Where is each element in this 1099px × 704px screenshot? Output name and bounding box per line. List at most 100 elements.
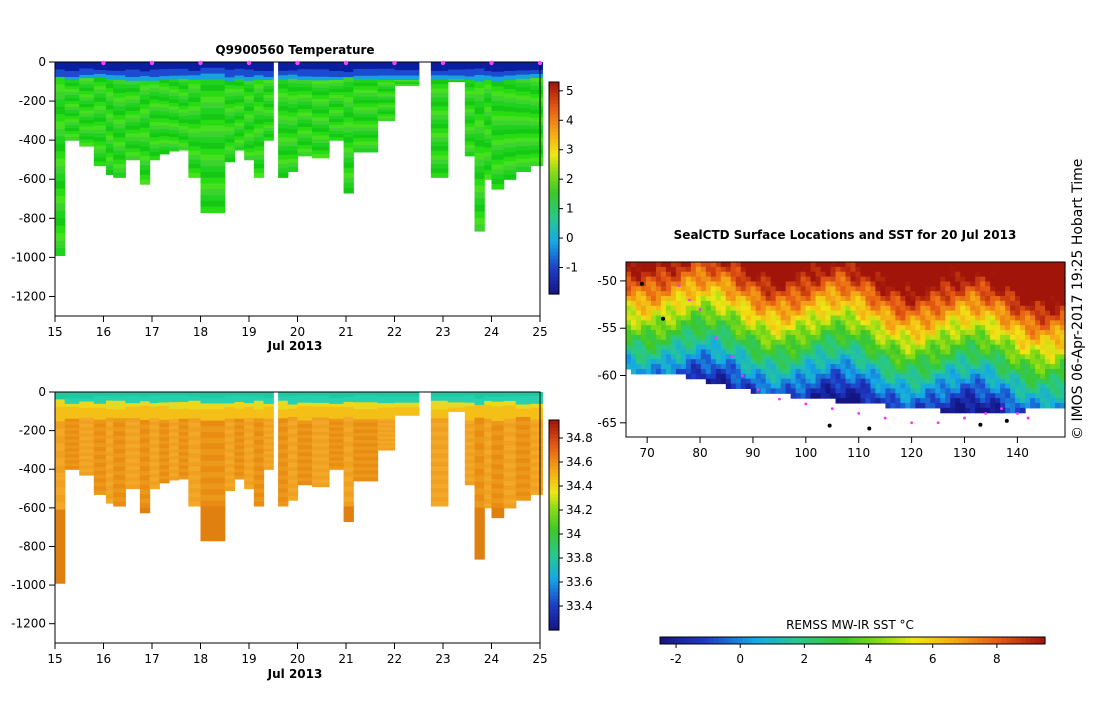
- profile-cell: [234, 455, 245, 460]
- profile-cell: [278, 400, 289, 406]
- sst-cell: [970, 276, 976, 283]
- sst-cell: [805, 262, 812, 268]
- sst-cell: [640, 310, 647, 317]
- profile-cell: [105, 100, 114, 106]
- sst-cell: [775, 262, 782, 268]
- sst-cell: [840, 300, 847, 307]
- profile-cell: [168, 422, 180, 427]
- sst-cell: [995, 354, 1001, 360]
- sst-cell: [910, 383, 916, 389]
- profile-cell: [515, 167, 531, 173]
- profile-cell: [530, 93, 544, 99]
- sst-cell: [675, 344, 682, 351]
- profile-cell: [253, 124, 265, 130]
- salinity-colorbar-segment: [549, 612, 559, 617]
- sst-cell: [855, 344, 862, 351]
- sst-cell: [1060, 349, 1066, 355]
- sst-cell: [975, 407, 981, 414]
- profile-cell: [530, 105, 544, 111]
- salinity-colorbar-label: 33.8: [566, 551, 593, 565]
- sst-cell: [855, 291, 862, 297]
- profile-cell: [394, 404, 420, 406]
- profile-cell: [263, 77, 274, 81]
- sst-cell: [810, 315, 817, 321]
- profile-cell: [224, 441, 236, 446]
- profile-cell: [253, 475, 265, 481]
- profile-cell: [79, 84, 95, 89]
- sst-cell: [995, 305, 1001, 312]
- profile-cell: [343, 157, 354, 164]
- sst-cell: [850, 320, 857, 326]
- profile-cell: [474, 166, 485, 174]
- sst-cell: [765, 286, 772, 292]
- sst-cell: [910, 364, 916, 370]
- sst-cell: [785, 339, 792, 346]
- profile-cell: [93, 69, 107, 75]
- map-colorbar-segment: [746, 637, 753, 644]
- profile-cell: [491, 425, 505, 432]
- profile-cell: [329, 113, 345, 117]
- profile-cell: [139, 146, 151, 152]
- profile-cell: [125, 436, 141, 441]
- sst-cell: [640, 359, 647, 365]
- sst-cell: [945, 330, 951, 336]
- sst-cell: [700, 339, 707, 346]
- sst-cell: [1000, 359, 1006, 365]
- profile-cell: [253, 435, 265, 441]
- map-colorbar-segment: [963, 637, 969, 644]
- profile-cell: [263, 86, 274, 90]
- sst-cell: [1010, 266, 1016, 273]
- map-colorbar-segment: [1020, 637, 1027, 644]
- sst-cell: [865, 364, 872, 370]
- profile-cell: [312, 402, 330, 408]
- profile-cell: [263, 119, 274, 123]
- sst-cell: [790, 305, 797, 312]
- sst-cell: [850, 364, 857, 370]
- profile-cell: [244, 451, 255, 456]
- profile-cell: [430, 97, 449, 103]
- map-y-label: -60: [597, 369, 617, 383]
- profile-cell: [105, 392, 114, 397]
- profile-cell: [234, 89, 245, 94]
- profile-cell: [224, 482, 236, 488]
- sst-cell: [995, 383, 1001, 389]
- sst-cell: [1010, 296, 1016, 302]
- profile-cell: [329, 412, 345, 417]
- profile-cell: [530, 69, 544, 75]
- sst-cell: [795, 310, 802, 317]
- sst-cell: [660, 276, 667, 283]
- profile-cell: [125, 144, 141, 150]
- profile-cell: [159, 118, 170, 123]
- profile-cell: [377, 427, 396, 431]
- profile-cell: [168, 419, 180, 424]
- sst-cell: [630, 364, 637, 370]
- sst-cell: [1040, 276, 1046, 283]
- profile-cell: [244, 425, 255, 430]
- sst-cell: [850, 354, 857, 360]
- sst-cell: [730, 315, 737, 321]
- profile-cell: [79, 68, 95, 73]
- sst-cell: [770, 349, 777, 355]
- profile-cell: [353, 65, 379, 70]
- sst-cell: [765, 368, 772, 375]
- sst-cell: [725, 368, 732, 375]
- profile-cell: [503, 116, 517, 122]
- profile-cell: [263, 433, 274, 438]
- sst-cell: [935, 296, 941, 302]
- sst-cell: [710, 271, 717, 278]
- sst-cell: [870, 364, 877, 370]
- sst-cell: [1060, 354, 1066, 360]
- profile-cell: [394, 75, 420, 78]
- sst-cell: [1005, 296, 1011, 302]
- map-colorbar-segment: [674, 637, 680, 644]
- temperature-colorbar-segment: [549, 120, 559, 125]
- profile-cell: [394, 68, 420, 70]
- profile-cell: [149, 451, 160, 456]
- sst-cell: [885, 325, 891, 331]
- sst-cell: [965, 402, 971, 409]
- profile-cell: [253, 62, 265, 68]
- sst-cell: [1035, 402, 1041, 409]
- profile-cell: [224, 153, 236, 159]
- sst-cell: [665, 271, 672, 278]
- profile-cell: [491, 430, 505, 437]
